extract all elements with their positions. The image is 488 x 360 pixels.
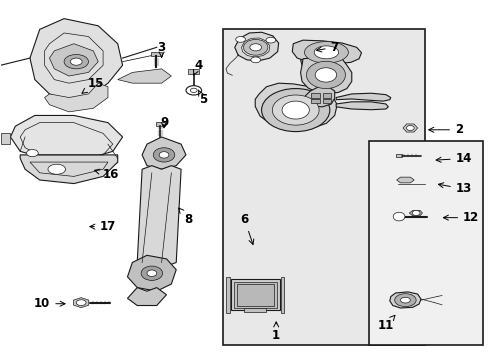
Text: 15: 15	[82, 77, 104, 93]
Ellipse shape	[314, 46, 338, 59]
Polygon shape	[335, 102, 387, 110]
Ellipse shape	[315, 68, 336, 82]
Polygon shape	[10, 116, 122, 158]
Ellipse shape	[153, 148, 174, 162]
Ellipse shape	[261, 89, 329, 132]
Text: 7: 7	[316, 41, 338, 54]
Ellipse shape	[64, 54, 88, 69]
Ellipse shape	[48, 164, 65, 174]
Text: 10: 10	[34, 297, 65, 310]
Ellipse shape	[400, 297, 409, 303]
Text: 13: 13	[438, 183, 471, 195]
Bar	[233, 282, 276, 308]
Polygon shape	[20, 155, 118, 184]
Polygon shape	[305, 86, 334, 107]
Polygon shape	[241, 38, 269, 57]
Bar	[280, 277, 284, 313]
Bar	[311, 99, 320, 103]
Bar	[311, 93, 320, 98]
Polygon shape	[408, 211, 422, 216]
Ellipse shape	[272, 95, 319, 125]
Text: 1: 1	[272, 322, 280, 342]
Text: 4: 4	[193, 59, 202, 75]
Polygon shape	[300, 58, 329, 108]
Polygon shape	[300, 57, 351, 93]
Bar	[225, 277, 229, 313]
Polygon shape	[137, 166, 181, 270]
Text: 14: 14	[435, 152, 471, 165]
Bar	[151, 52, 161, 56]
Bar	[230, 279, 279, 310]
Ellipse shape	[70, 58, 82, 65]
Polygon shape	[335, 93, 390, 101]
Polygon shape	[127, 255, 176, 291]
Ellipse shape	[190, 88, 197, 93]
Ellipse shape	[411, 211, 419, 216]
Ellipse shape	[394, 294, 415, 307]
Polygon shape	[142, 137, 185, 169]
Text: 9: 9	[160, 116, 168, 129]
Text: 6: 6	[240, 213, 253, 244]
Bar	[188, 69, 199, 74]
Ellipse shape	[235, 37, 245, 42]
Ellipse shape	[249, 44, 261, 51]
Ellipse shape	[265, 37, 275, 43]
Polygon shape	[49, 44, 98, 76]
Ellipse shape	[406, 126, 413, 131]
Polygon shape	[396, 177, 413, 183]
Bar	[244, 308, 265, 312]
Polygon shape	[389, 292, 420, 308]
Polygon shape	[73, 298, 88, 308]
Polygon shape	[118, 69, 171, 83]
Bar	[395, 154, 401, 157]
Ellipse shape	[282, 101, 309, 119]
Ellipse shape	[243, 40, 267, 55]
Polygon shape	[234, 32, 278, 61]
Text: 17: 17	[90, 220, 116, 233]
Bar	[222, 30, 424, 345]
Polygon shape	[0, 134, 10, 144]
Bar	[322, 93, 330, 98]
Text: 3: 3	[157, 41, 165, 57]
Polygon shape	[127, 288, 166, 306]
Ellipse shape	[306, 61, 345, 89]
Bar	[322, 99, 330, 103]
Ellipse shape	[304, 41, 347, 63]
Ellipse shape	[147, 270, 157, 276]
Ellipse shape	[26, 149, 38, 157]
Text: 8: 8	[179, 208, 192, 226]
Text: 2: 2	[428, 123, 462, 136]
Text: 16: 16	[95, 168, 119, 181]
Bar	[236, 284, 273, 306]
Polygon shape	[255, 83, 336, 130]
Bar	[368, 140, 483, 345]
Polygon shape	[402, 124, 417, 132]
Polygon shape	[30, 19, 122, 101]
Ellipse shape	[392, 212, 404, 221]
Polygon shape	[292, 40, 361, 63]
Ellipse shape	[159, 152, 168, 158]
Ellipse shape	[185, 86, 201, 95]
Text: 11: 11	[377, 315, 394, 332]
Text: 5: 5	[198, 90, 207, 106]
Ellipse shape	[76, 300, 86, 306]
Polygon shape	[44, 83, 108, 112]
Ellipse shape	[250, 57, 260, 63]
Ellipse shape	[141, 266, 162, 280]
Bar	[156, 122, 164, 126]
Text: 12: 12	[443, 211, 478, 224]
